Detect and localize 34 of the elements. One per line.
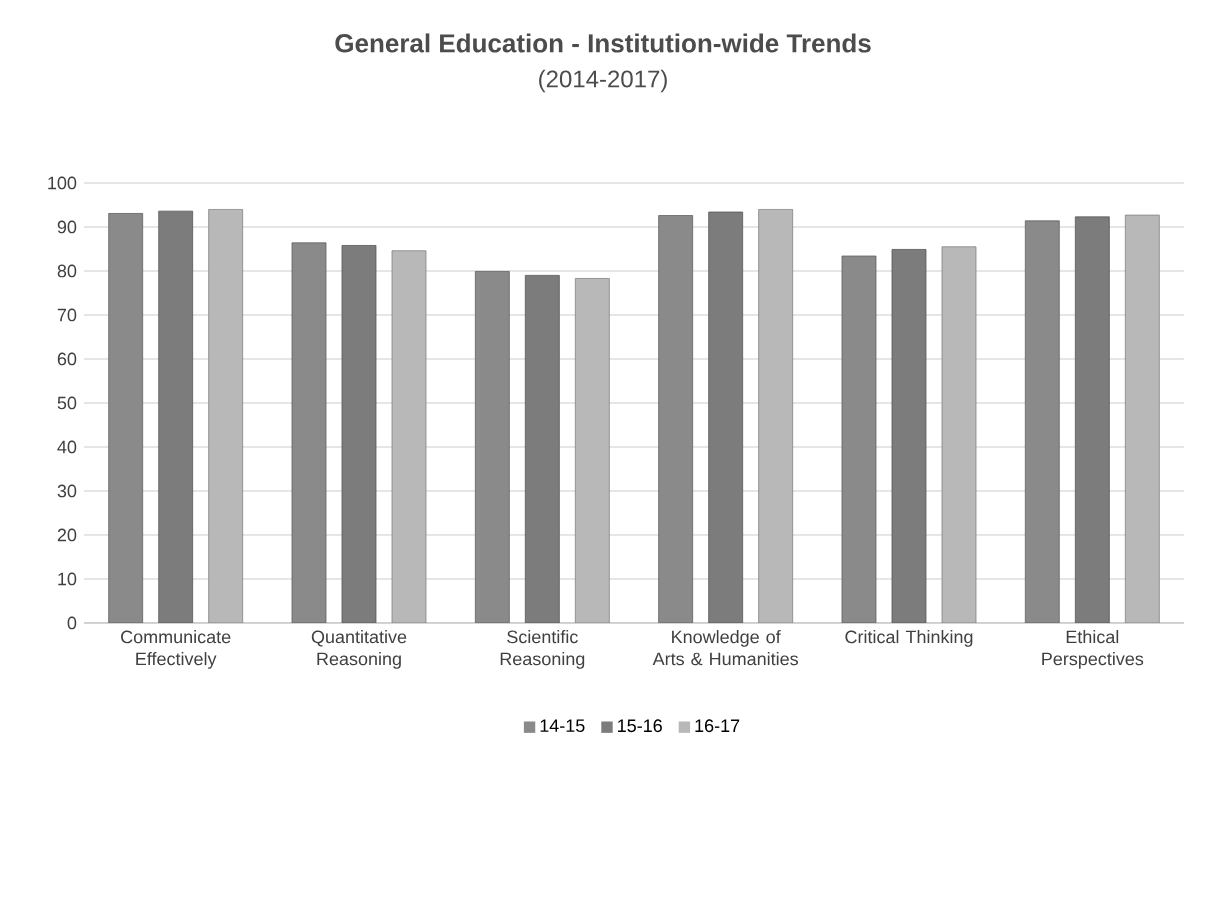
x-tick-label: Ethical Perspectives [1042, 630, 1144, 669]
y-tick-label: 80 [57, 264, 77, 278]
y-tick-label: 90 [57, 220, 77, 234]
y-tick-label: 50 [57, 396, 77, 410]
bar [708, 211, 744, 623]
bar [1074, 216, 1110, 623]
y-tick-label: 0 [67, 616, 77, 630]
bar [841, 255, 877, 623]
bar [108, 212, 144, 623]
y-tick-label: 100 [48, 176, 77, 190]
y-tick-label: 30 [57, 484, 77, 498]
bar [1024, 220, 1060, 623]
x-tick-label: Scientific Reasoning [500, 630, 585, 669]
bar [341, 245, 377, 623]
bar [291, 242, 327, 623]
legend-label: 16-17 [695, 719, 740, 733]
y-tick-label: 60 [57, 352, 77, 366]
bar [474, 271, 510, 623]
x-tick-label: Quantitative Reasoning [311, 630, 407, 669]
legend-label: 14-15 [540, 719, 585, 733]
x-tick-label: Communicate Effectively [121, 630, 231, 669]
bar [891, 249, 927, 623]
y-tick-label: 20 [57, 528, 77, 542]
legend-label: 15-16 [618, 719, 662, 733]
y-tick-label: 10 [58, 572, 77, 586]
bar [524, 274, 560, 623]
chart-subtitle: (2014-2017) [539, 69, 667, 93]
bar [158, 210, 194, 623]
y-tick-label: 70 [57, 308, 77, 322]
chart-title: General Education - Institution-wide Trends [335, 33, 871, 53]
x-tick-label: Critical Thinking [845, 630, 973, 647]
x-tick-label: Knowledge of Arts & Humanities [652, 630, 798, 666]
bar [658, 215, 694, 623]
y-tick-label: 40 [57, 440, 77, 454]
